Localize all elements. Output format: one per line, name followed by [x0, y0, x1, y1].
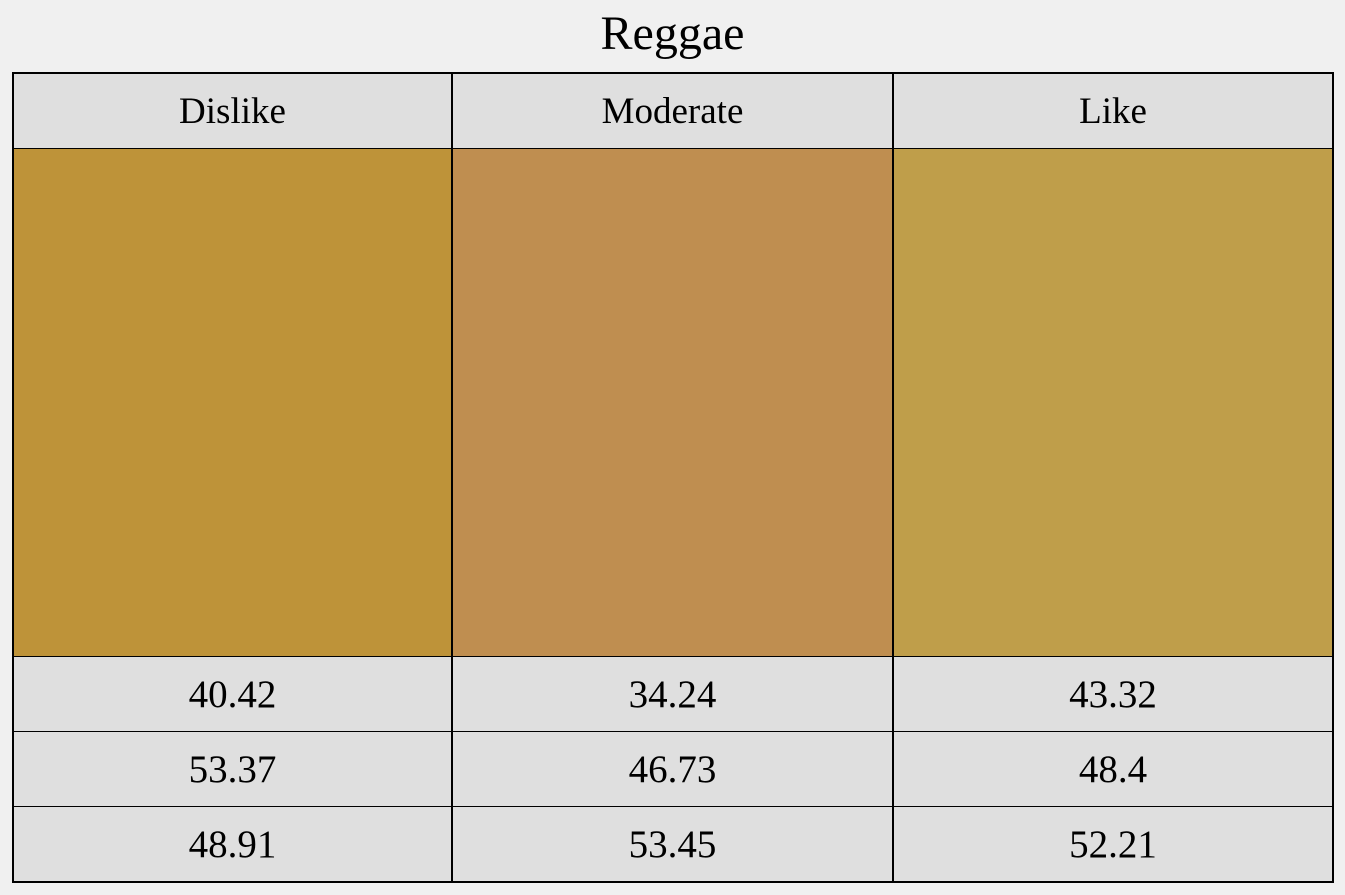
header-row: Dislike Moderate Like: [13, 73, 1333, 149]
color-swatch-like: [893, 148, 1333, 657]
table-cell: 43.32: [893, 656, 1333, 732]
data-table: Dislike Moderate Like 40.42 34.24 43.32 …: [12, 72, 1334, 883]
color-swatch-row: [13, 148, 1333, 657]
color-swatch-dislike: [13, 148, 453, 657]
table-cell: 52.21: [893, 806, 1333, 882]
color-swatch-moderate: [452, 148, 894, 657]
column-header-dislike: Dislike: [13, 73, 453, 149]
column-header-like: Like: [893, 73, 1333, 149]
table-cell: 53.45: [452, 806, 894, 882]
chart-title: Reggae: [600, 7, 745, 60]
table-cell: 34.24: [452, 656, 894, 732]
table-cell: 48.4: [893, 731, 1333, 807]
table-cell: 40.42: [13, 656, 453, 732]
table-row: 48.91 53.45 52.21: [13, 806, 1333, 882]
table-row: 40.42 34.24 43.32: [13, 656, 1333, 732]
table-cell: 48.91: [13, 806, 453, 882]
column-header-moderate: Moderate: [452, 73, 894, 149]
table-cell: 46.73: [452, 731, 894, 807]
table-cell: 53.37: [13, 731, 453, 807]
table-row: 53.37 46.73 48.4: [13, 731, 1333, 807]
